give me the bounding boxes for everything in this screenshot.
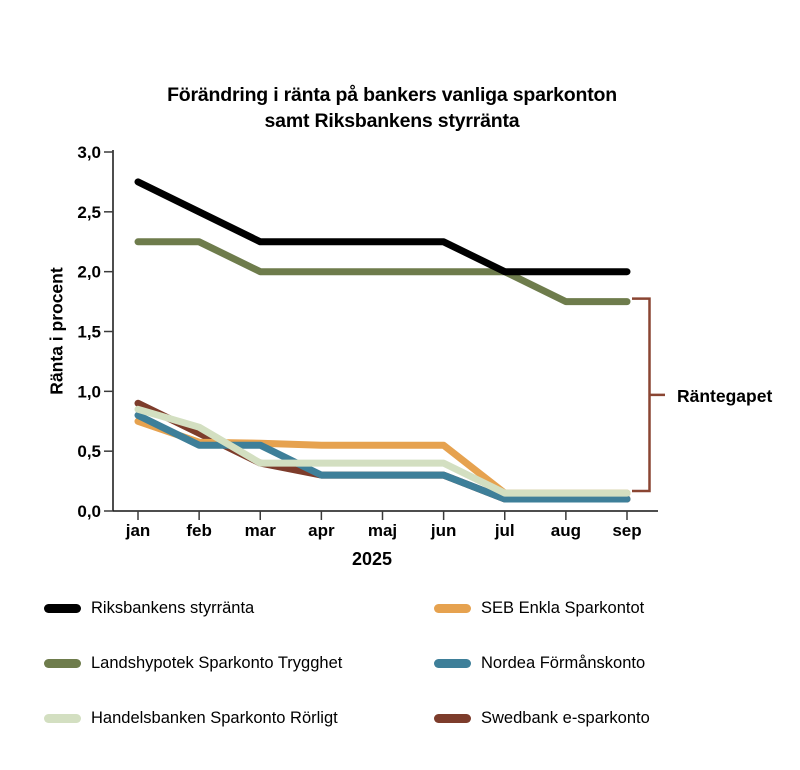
legend-item-handelsbanken: Handelsbanken Sparkonto Rörligt: [44, 708, 434, 728]
series-line-nordea-formanskonto: [134, 411, 631, 503]
legend-item-seb: SEB Enkla Sparkontot: [434, 598, 760, 618]
rantegapet-bracket: [632, 297, 665, 493]
series-line-landshypotek-sparkonto-trygghet: [134, 238, 631, 306]
y-tick-label: 3,0: [77, 143, 101, 162]
legend-label: SEB Enkla Sparkontot: [481, 599, 645, 617]
y-tick-label: 2,5: [77, 203, 101, 222]
x-tick-label: jan: [125, 521, 151, 540]
legend-swatch-icon: [434, 658, 471, 668]
x-tick-label: jun: [430, 521, 457, 540]
legend-label: Handelsbanken Sparkonto Rörligt: [91, 709, 338, 727]
x-tick-label: feb: [186, 521, 212, 540]
x-tick-label: aug: [551, 521, 581, 540]
x-tick-label: jul: [494, 521, 515, 540]
legend-swatch-icon: [44, 658, 81, 668]
chart-title-line-1: Förändring i ränta på bankers vanliga sp…: [167, 84, 617, 106]
chart-legend: Riksbankens styrränta SEB Enkla Sparkont…: [44, 598, 760, 728]
y-tick-label: 2,0: [77, 263, 101, 282]
legend-swatch-icon: [44, 713, 81, 723]
legend-item-swedbank: Swedbank e-sparkonto: [434, 708, 760, 728]
legend-swatch-icon: [434, 713, 471, 723]
legend-swatch-icon: [434, 603, 471, 613]
x-tick-label: sep: [612, 521, 641, 540]
y-tick-label: 0,5: [77, 442, 101, 461]
series-line-swedbank-e-sparkonto: [134, 399, 631, 503]
legend-label: Swedbank e-sparkonto: [481, 709, 650, 727]
rantegapet-annotation-label: Räntegapet: [677, 386, 773, 406]
x-tick-label: mar: [245, 521, 277, 540]
legend-item-riksbanken: Riksbankens styrränta: [44, 598, 434, 618]
x-tick-label: apr: [308, 521, 335, 540]
legend-label: Nordea Förmånskonto: [481, 654, 646, 672]
legend-item-nordea: Nordea Förmånskonto: [434, 653, 760, 673]
y-tick-label: 1,0: [77, 382, 101, 401]
legend-item-landshypotek: Landshypotek Sparkonto Trygghet: [44, 653, 434, 673]
series-line-riksbankens-styrranta: [134, 178, 631, 276]
x-axis-label: 2025: [351, 549, 393, 569]
y-tick-label: 0,0: [77, 502, 101, 521]
chart-title-line-2: samt Riksbankens styrränta: [264, 110, 520, 132]
legend-label: Landshypotek Sparkonto Trygghet: [91, 654, 343, 672]
legend-label: Riksbankens styrränta: [91, 599, 255, 617]
chart-title: Förändring i ränta på bankers vanliga sp…: [0, 82, 784, 134]
line-chart-plot: 0,0 0,5 1,0 1,5 2,0 2,5 3,0 jan feb mar apr maj jun j…: [77, 143, 665, 540]
series-line-handelsbanken-sparkonto-rorligt: [134, 405, 631, 497]
legend-swatch-icon: [44, 603, 81, 613]
x-tick-label: maj: [368, 521, 397, 540]
y-tick-label: 1,5: [77, 323, 101, 342]
